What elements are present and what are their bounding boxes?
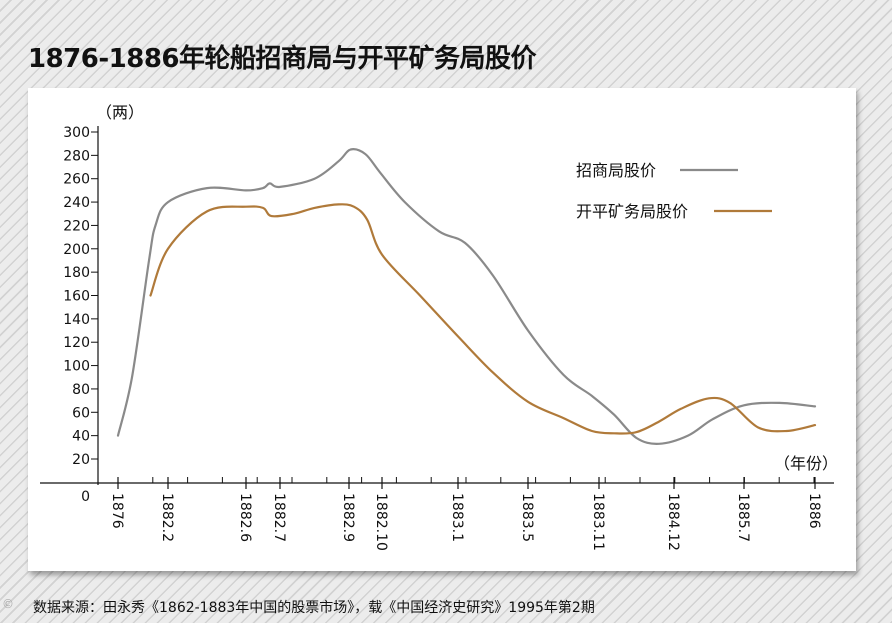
x-tick-label: 1882.10 xyxy=(373,493,389,551)
y-tick-label: 300 xyxy=(63,125,90,141)
y-tick-label: 260 xyxy=(63,172,90,188)
x-tick-label: 1883.5 xyxy=(519,493,535,542)
x-axis-label: （年份） xyxy=(774,454,838,473)
x-tick-label: 1886 xyxy=(806,493,822,529)
chart-panel: 0 20 40 60 80 100 120 140 160 180 200 220 240 260 280 3… xyxy=(28,88,856,571)
y-tick-label: 240 xyxy=(63,195,90,211)
x-tick-label: 1876 xyxy=(109,493,125,529)
legend-label-kaiping: 开平矿务局股价 xyxy=(576,202,688,221)
y-tick-label: 80 xyxy=(72,382,90,398)
source-note: 数据来源：田永秀《1862-1883年中国的股票市场》，载《中国经济史研究》19… xyxy=(33,600,595,616)
y-tick-label: 220 xyxy=(63,218,90,234)
x-tick-label: 1882.6 xyxy=(237,493,253,542)
line-chart: 0 20 40 60 80 100 120 140 160 180 200 220 240 260 280 3… xyxy=(40,103,838,551)
legend-label-zhaoshang: 招商局股价 xyxy=(576,161,656,180)
series-line-kaiping xyxy=(149,203,817,435)
y-tick-label: 40 xyxy=(72,429,90,445)
x-tick-label: 1884.12 xyxy=(665,493,681,551)
y-tick-label: 0 xyxy=(81,489,90,505)
x-axis: 1876 1882.2 1882.6 1882.7 1882.9 1882.10 1883.… xyxy=(40,477,834,551)
y-tick-label: 100 xyxy=(63,359,90,375)
y-tick-label: 160 xyxy=(63,289,90,305)
x-tick-label: 1882.7 xyxy=(271,493,287,542)
y-tick-label: 120 xyxy=(63,335,90,351)
y-axis: 0 20 40 60 80 100 120 140 160 180 200 220 240 260 280 3… xyxy=(63,125,99,505)
y-tick-label: 200 xyxy=(63,242,90,258)
x-tick-label: 1882.9 xyxy=(340,493,356,542)
series-lines xyxy=(116,148,817,445)
x-tick-label: 1883.11 xyxy=(590,493,606,551)
chart-title: 1876-1886年轮船招商局与开平矿务局股价 xyxy=(28,44,537,74)
y-tick-label: 180 xyxy=(63,265,90,281)
y-axis-label: （两） xyxy=(96,103,144,122)
x-tick-label: 1882.2 xyxy=(159,493,175,542)
watermark: © xyxy=(2,597,14,611)
y-tick-label: 140 xyxy=(63,312,90,328)
y-tick-label: 20 xyxy=(72,452,90,468)
x-tick-label: 1885.7 xyxy=(735,493,751,542)
x-tick-label: 1883.1 xyxy=(449,493,465,542)
y-tick-label: 60 xyxy=(72,405,90,421)
series-line-zhaoshang xyxy=(116,148,817,445)
y-tick-label: 280 xyxy=(63,148,90,164)
